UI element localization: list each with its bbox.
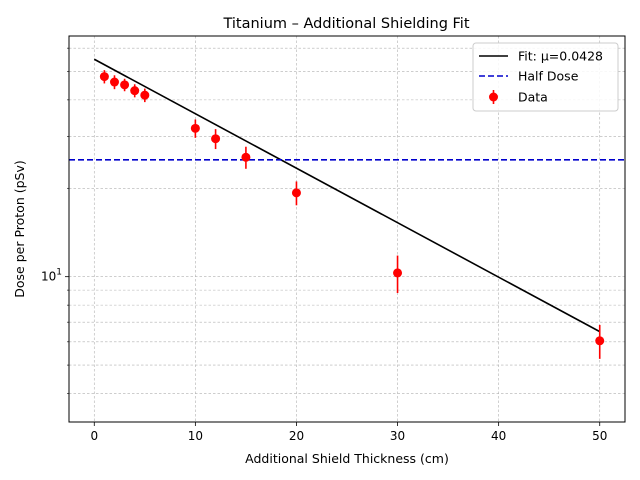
x-tick-label: 0 [90,429,98,443]
plot-area [69,58,625,359]
legend: Fit: μ=0.0428 Half Dose Data [472,42,619,112]
legend-data-marker-swatch [489,92,498,102]
data-point [130,86,140,96]
legend-fit-label: Fit: μ=0.0428 [518,49,603,64]
data-point [291,188,301,198]
x-tick-label: 40 [491,429,506,443]
data-point [211,134,221,144]
data-point [393,268,403,278]
legend-half-dose-label: Half Dose [518,69,579,84]
x-tick-label: 30 [390,429,405,443]
chart-title: Titanium – Additional Shielding Fit [222,16,469,32]
x-tick-label: 20 [289,429,304,443]
data-point [109,77,119,87]
data-point [190,123,200,133]
data-point [241,152,251,162]
data-point [140,90,150,100]
y-axis-label: Dose per Proton (pSv) [12,160,27,297]
y-tick-label: 101 [41,268,62,284]
axis-ticks: 0 10 20 30 40 50 101 [41,47,607,443]
axes-frame [68,35,626,423]
x-tick-label: 10 [188,429,203,443]
data-point [99,72,109,82]
legend-data-label: Data [518,90,548,105]
x-tick-label: 50 [592,429,607,443]
legend-box [472,42,619,112]
data-point [120,80,130,90]
x-axis-label: Additional Shield Thickness (cm) [245,451,449,466]
data-point [595,336,605,346]
fit-line [93,58,601,333]
y-tick-exponent: 1 [56,268,62,278]
